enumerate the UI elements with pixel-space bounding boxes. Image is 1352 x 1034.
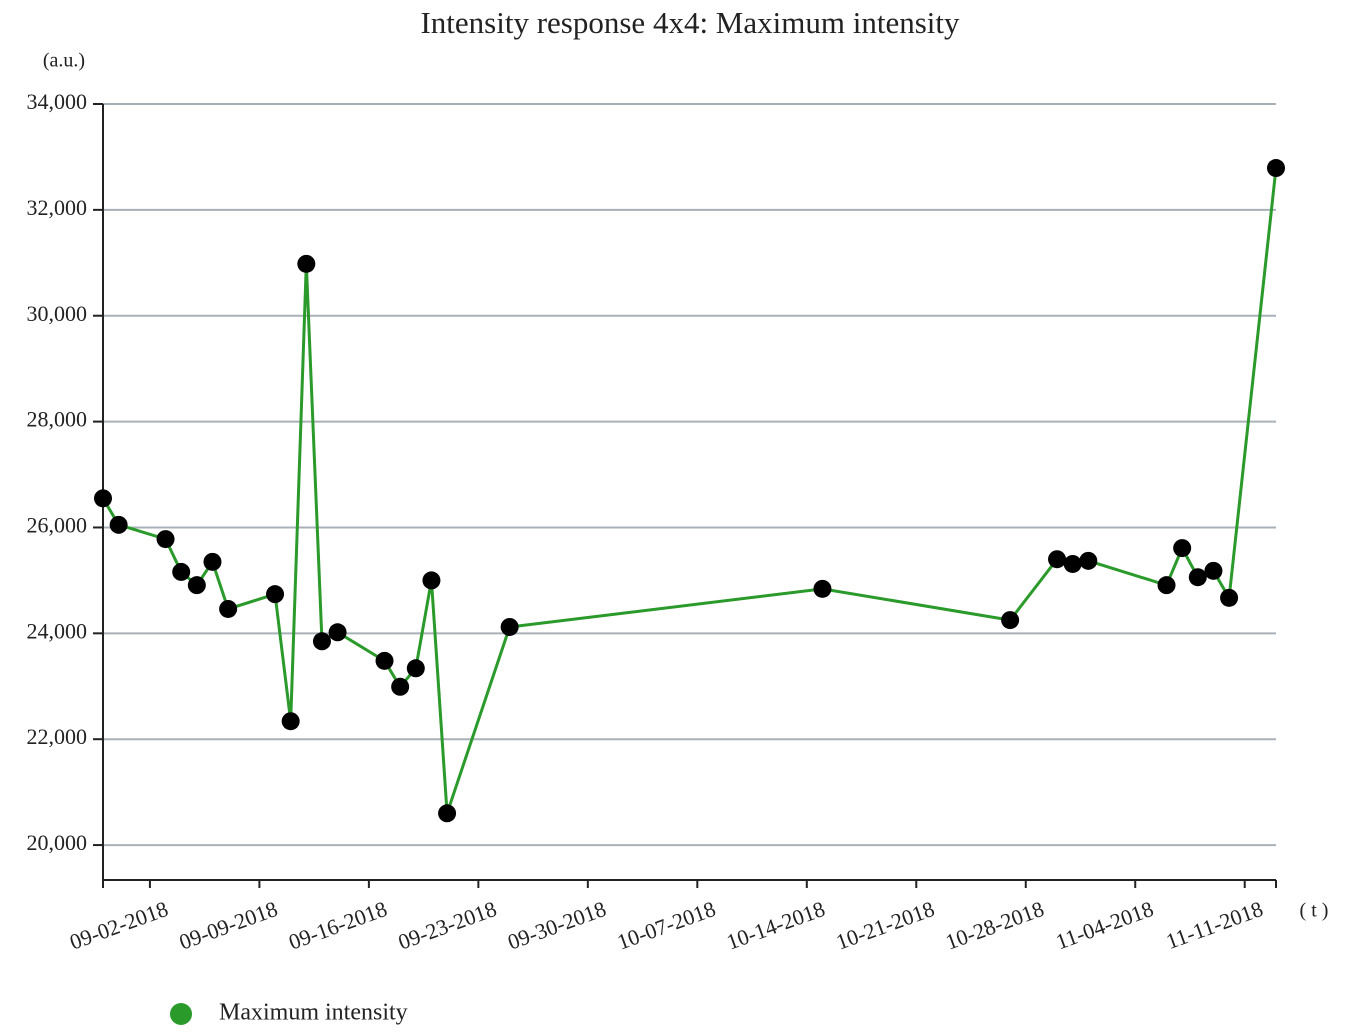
data-point <box>391 677 410 696</box>
y-tick-label: 26,000 <box>27 513 88 538</box>
data-point <box>438 804 457 823</box>
data-point <box>1157 576 1176 595</box>
y-tick-label: 32,000 <box>27 195 88 220</box>
data-point <box>94 489 112 508</box>
x-tick-label: 09-16-2018 <box>285 896 390 955</box>
y-tick-label: 22,000 <box>27 724 88 749</box>
chart-title: Intensity response 4x4: Maximum intensit… <box>420 5 960 40</box>
legend-label: Maximum intensity <box>219 1000 408 1026</box>
x-tick-label: 09-09-2018 <box>176 896 281 955</box>
x-tick-label: 09-30-2018 <box>504 896 609 955</box>
x-tick-label: 10-07-2018 <box>614 896 719 955</box>
data-point <box>328 623 347 642</box>
data-point <box>1063 554 1082 573</box>
data-point <box>406 659 425 678</box>
data-point <box>266 585 285 604</box>
data-point <box>1220 588 1239 607</box>
data-point <box>109 515 128 534</box>
y-tick-label: 24,000 <box>27 618 88 643</box>
data-point <box>1188 568 1207 587</box>
x-tick-label: 11-11-2018 <box>1163 896 1266 954</box>
x-tick-label: 10-21-2018 <box>833 896 938 955</box>
data-point <box>500 617 519 636</box>
data-point <box>156 530 175 549</box>
y-tick-label: 28,000 <box>27 407 88 432</box>
data-point <box>203 552 222 571</box>
y-tick-label: 20,000 <box>27 830 88 855</box>
data-point <box>187 576 206 595</box>
data-point <box>281 712 300 731</box>
data-point <box>813 579 832 598</box>
x-tick-label: 09-23-2018 <box>395 896 500 955</box>
data-point <box>219 599 238 618</box>
x-tick-label: 09-02-2018 <box>66 896 171 955</box>
y-tick-label: 30,000 <box>27 301 88 326</box>
data-point <box>1001 611 1020 630</box>
data-point <box>1173 539 1192 558</box>
data-point <box>172 562 191 581</box>
data-point <box>312 632 331 651</box>
y-axis-label: (a.u.) <box>43 50 85 72</box>
x-tick-label: 11-04-2018 <box>1052 896 1156 954</box>
data-point <box>1267 159 1285 178</box>
x-tick-label: 10-14-2018 <box>723 896 828 955</box>
x-tick-label: 10-28-2018 <box>942 896 1047 955</box>
data-point <box>375 651 394 670</box>
data-point <box>1204 561 1223 580</box>
data-point <box>1048 550 1067 569</box>
series-line <box>101 167 1278 814</box>
data-point <box>297 254 316 273</box>
y-tick-label: 34,000 <box>27 89 88 114</box>
data-point <box>422 571 441 590</box>
data-point <box>1079 551 1098 570</box>
legend-swatch <box>170 1003 192 1025</box>
x-axis-label: ( t ) <box>1300 900 1329 922</box>
